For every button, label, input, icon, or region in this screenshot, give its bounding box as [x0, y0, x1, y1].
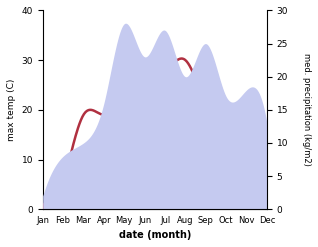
Y-axis label: med. precipitation (kg/m2): med. precipitation (kg/m2): [302, 53, 311, 166]
Y-axis label: max temp (C): max temp (C): [7, 79, 16, 141]
X-axis label: date (month): date (month): [119, 230, 191, 240]
